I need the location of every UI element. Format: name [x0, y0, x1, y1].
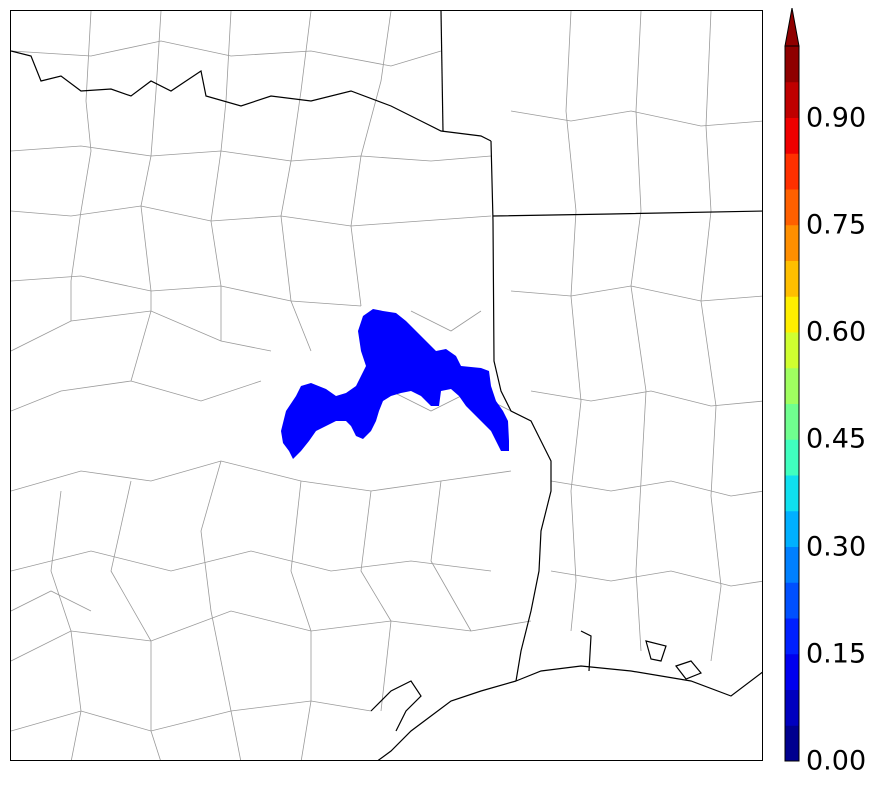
- colorbar-segment: [785, 403, 799, 440]
- colorbar-tick-label: 0.30: [806, 531, 867, 562]
- highlighted-region: [281, 309, 509, 459]
- colorbar-segment: [785, 582, 799, 619]
- colorbar-segment: [785, 618, 799, 655]
- colorbar: [784, 8, 800, 762]
- colorbar-segment: [785, 510, 799, 547]
- map-panel: [10, 10, 763, 761]
- colorbar-tick-label: 0.90: [806, 102, 867, 133]
- map-svg: [11, 11, 762, 760]
- colorbar-segment: [785, 117, 799, 154]
- colorbar-segment: [785, 475, 799, 512]
- colorbar-tick-label: 0.75: [806, 209, 867, 241]
- colorbar-border: [784, 45, 800, 762]
- colorbar-segment: [785, 367, 799, 404]
- colorbar-segment: [785, 189, 799, 226]
- colorbar-tick-label: 0.60: [806, 316, 867, 348]
- colorbar-tick-label: 0.15: [806, 638, 867, 670]
- colorbar-segment: [785, 81, 799, 118]
- colorbar-segment: [785, 224, 799, 261]
- colorbar-segment: [785, 260, 799, 297]
- colorbar-segment: [785, 439, 799, 476]
- colorbar-tick-label: 0.45: [806, 423, 867, 455]
- county-boundaries: [11, 11, 762, 760]
- colorbar-segment: [785, 689, 799, 726]
- colorbar-segment: [785, 653, 799, 690]
- colorbar-segment: [785, 46, 799, 83]
- state-boundaries: [11, 11, 762, 760]
- colorbar-segment: [785, 725, 799, 762]
- colorbar-segment: [785, 296, 799, 333]
- colorbar-tick-label: 0.00: [806, 745, 867, 777]
- colorbar-segment: [785, 546, 799, 583]
- colorbar-segment: [785, 332, 799, 369]
- colorbar-extend-arrow: [784, 8, 800, 47]
- colorbar-segment: [785, 153, 799, 190]
